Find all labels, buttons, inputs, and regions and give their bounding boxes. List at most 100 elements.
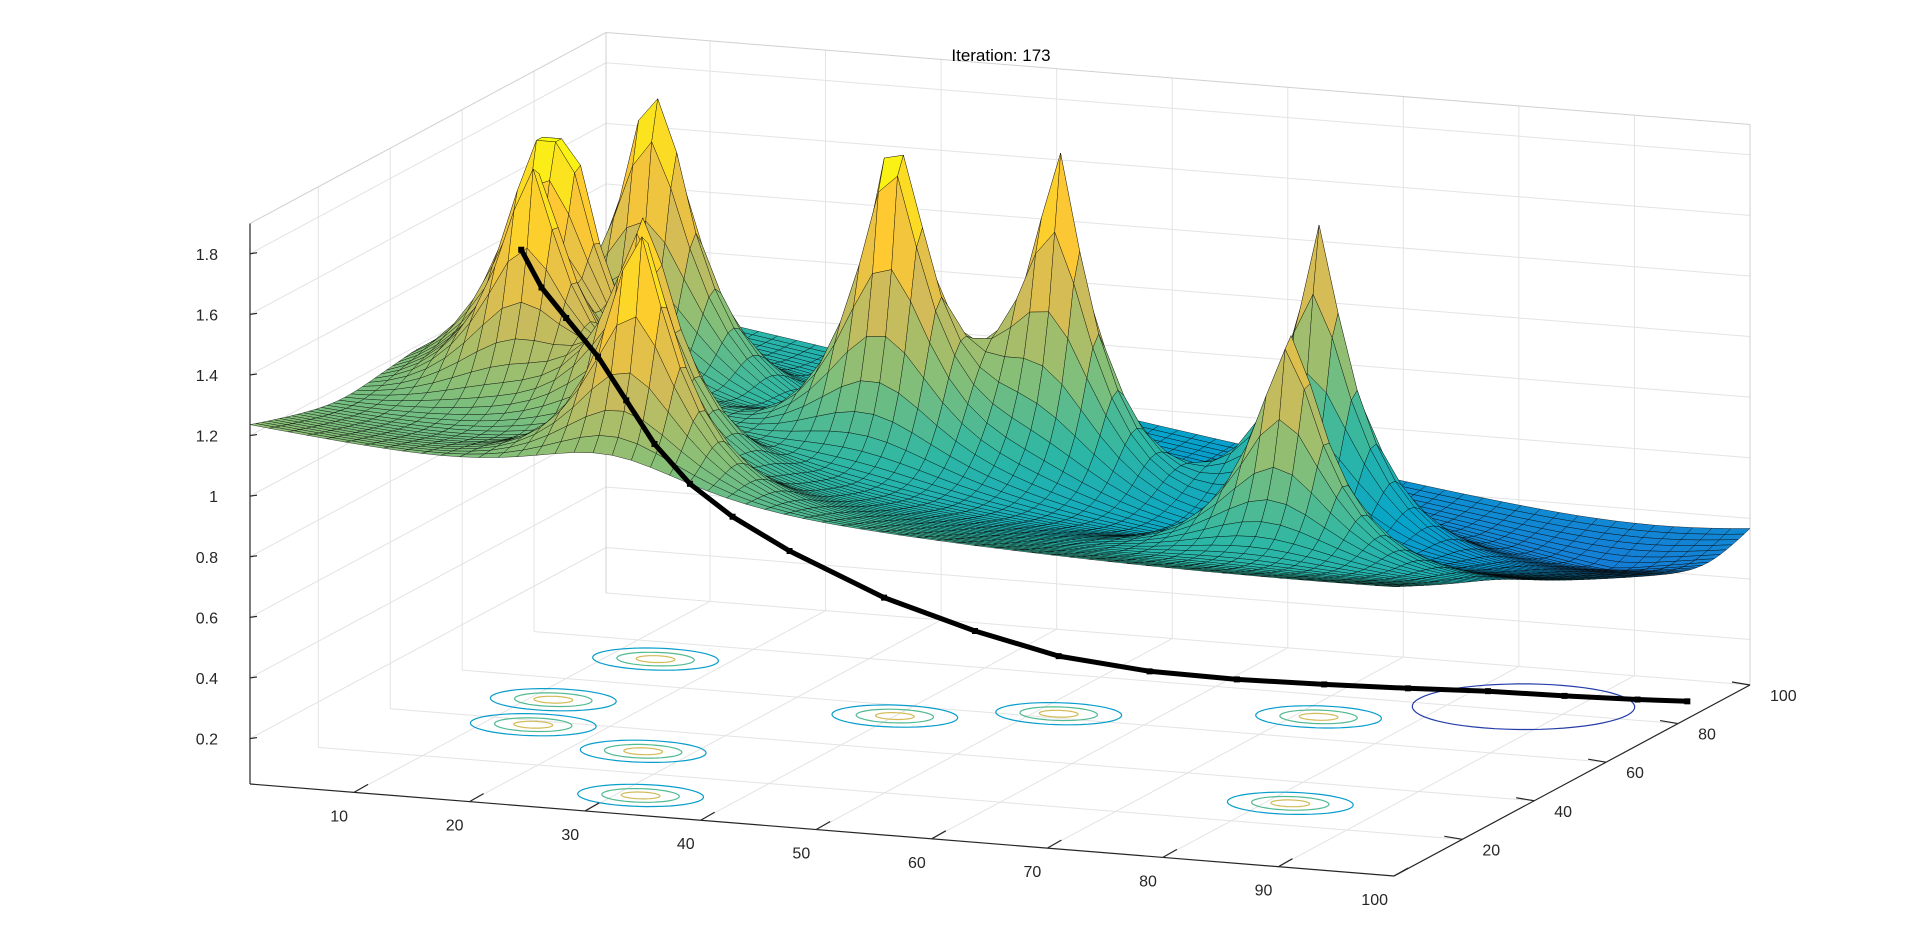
z-tick-label: 0.8 xyxy=(196,550,218,567)
grid-line xyxy=(249,547,607,739)
path-marker xyxy=(563,314,570,321)
x-axis-line xyxy=(249,783,1395,877)
contour-line xyxy=(855,708,935,724)
y-tick-label: 100 xyxy=(1770,688,1797,705)
z-tick-label: 0.6 xyxy=(196,610,218,627)
path-marker xyxy=(1233,676,1240,683)
z-tick-label: 1.2 xyxy=(196,429,218,446)
grid-line xyxy=(534,631,1679,725)
path-marker xyxy=(1561,692,1568,699)
x-tick xyxy=(1162,848,1178,858)
contour-line xyxy=(601,788,680,803)
contour-line xyxy=(1298,712,1339,721)
z-tick-label: 1 xyxy=(209,489,218,506)
y-tick-label: 80 xyxy=(1698,727,1716,744)
y-tick-label: 60 xyxy=(1626,765,1644,782)
z-tick xyxy=(249,736,258,740)
contour-line xyxy=(1226,791,1354,815)
z-tick-label: 1.8 xyxy=(196,247,218,264)
contour-line xyxy=(874,712,915,721)
x-tick-label: 30 xyxy=(561,827,579,844)
x-tick xyxy=(584,802,600,812)
path-marker xyxy=(595,353,601,360)
grid-line xyxy=(249,486,607,679)
path-marker xyxy=(1055,653,1062,660)
descent-path xyxy=(518,246,1691,705)
z-tick-label: 0.2 xyxy=(196,732,218,749)
grid-line xyxy=(584,619,942,812)
path-marker xyxy=(881,594,888,601)
path-marker xyxy=(538,284,545,291)
contour-line xyxy=(635,655,676,664)
grid-line xyxy=(1047,656,1404,849)
grid-line xyxy=(700,628,1057,821)
path-marker xyxy=(1321,681,1328,688)
path-marker xyxy=(786,548,793,555)
path-marker xyxy=(729,513,736,520)
z-tick-label: 0.4 xyxy=(196,671,218,688)
y-tick xyxy=(1588,758,1607,763)
grid-line xyxy=(353,600,711,793)
x-tick xyxy=(353,783,369,793)
contour-line xyxy=(1019,706,1099,722)
y-tick xyxy=(1444,835,1463,840)
path-line xyxy=(518,247,1690,704)
contour-line xyxy=(579,739,707,763)
z-tick-label: 1.6 xyxy=(196,307,218,324)
contour-line xyxy=(1279,709,1358,725)
x-tick xyxy=(815,821,831,831)
contour-line xyxy=(603,743,683,759)
grid-line xyxy=(605,547,1751,641)
x-tick-label: 10 xyxy=(330,808,348,825)
box-edge xyxy=(249,32,607,224)
contour-line xyxy=(493,717,573,733)
x-tick-label: 60 xyxy=(908,855,926,872)
x-tick xyxy=(1047,839,1062,849)
z-tick xyxy=(249,433,258,437)
y-tick xyxy=(1731,681,1751,686)
x-tick-label: 80 xyxy=(1139,873,1157,890)
grid-line xyxy=(462,669,1607,763)
path-marker xyxy=(623,397,630,404)
z-tick xyxy=(249,252,258,255)
grid-line xyxy=(605,592,1751,686)
grid-line xyxy=(249,62,607,255)
x-tick xyxy=(700,811,715,821)
grid-line xyxy=(605,244,1751,338)
x-tick-label: 90 xyxy=(1255,883,1273,900)
contour-line xyxy=(592,647,720,671)
x-tick-label: 70 xyxy=(1024,864,1042,881)
floor-contours xyxy=(469,647,1636,815)
y-tick xyxy=(1516,797,1535,802)
contour-line xyxy=(1411,683,1636,731)
contour-line xyxy=(513,692,593,708)
z-tick xyxy=(249,494,258,497)
grid-line xyxy=(1278,675,1635,868)
grid-line xyxy=(469,610,826,803)
z-tick xyxy=(249,676,258,679)
x-tick-label: 20 xyxy=(446,818,464,835)
grid-line xyxy=(815,638,1173,830)
contour-line xyxy=(513,720,554,729)
contour-line xyxy=(1270,799,1311,808)
path-marker xyxy=(971,628,978,635)
path-marker xyxy=(1485,688,1492,695)
x-tick-label: 100 xyxy=(1361,892,1388,909)
path-marker xyxy=(1146,668,1153,675)
x-tick xyxy=(469,793,484,803)
x-tick xyxy=(1278,858,1293,868)
path-marker xyxy=(1684,698,1691,705)
x-tick-label: 40 xyxy=(677,836,695,853)
grid-line xyxy=(249,425,607,618)
grid-line xyxy=(605,62,1751,156)
y-tick-label: 20 xyxy=(1482,842,1500,859)
surface-mesh xyxy=(249,98,1751,588)
contour-line xyxy=(1250,795,1330,811)
path-marker xyxy=(1404,685,1411,692)
path-marker xyxy=(651,440,658,447)
y-tick xyxy=(1659,719,1679,725)
contour-line xyxy=(831,704,959,728)
y-axis-line xyxy=(1393,684,1751,877)
x-tick-label: 50 xyxy=(792,846,810,863)
